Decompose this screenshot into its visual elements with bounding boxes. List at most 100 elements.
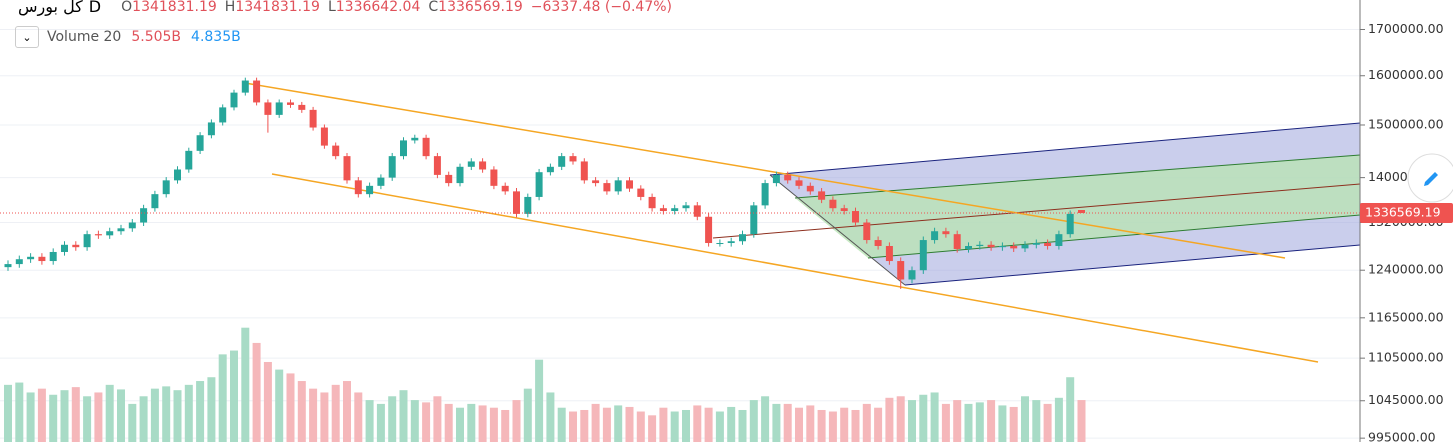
candle-body — [671, 208, 679, 212]
pitchfork-green-lower — [867, 214, 1361, 259]
volume-bar — [128, 403, 137, 442]
ohlc-key: O — [121, 0, 133, 15]
candle-body — [829, 199, 837, 209]
interval: D — [88, 0, 102, 16]
candle-body — [513, 191, 520, 214]
volume-bar — [343, 381, 351, 442]
candle-body — [1066, 213, 1074, 235]
volume-bar — [840, 407, 849, 442]
volume-bar — [1054, 397, 1063, 442]
volume-bar — [60, 390, 69, 442]
volume-bar — [817, 409, 826, 442]
volume-bar — [862, 403, 871, 442]
volume-bar — [252, 342, 261, 442]
candle-body — [908, 270, 916, 280]
volume-bar — [399, 390, 408, 442]
volume-bar — [241, 327, 250, 442]
candle-body — [185, 150, 193, 170]
volume-bar — [4, 384, 12, 442]
candle-body — [863, 222, 871, 241]
candle-body — [241, 80, 249, 93]
volume-legend: ⌄ Volume 20 5.505B 4.835B — [15, 26, 241, 48]
candle-body — [761, 183, 769, 206]
candle-body — [287, 102, 294, 105]
volume-bar — [433, 396, 442, 442]
volume-bar — [26, 392, 35, 442]
candle-body — [456, 166, 464, 184]
candle-body — [264, 102, 272, 115]
candle-body — [298, 104, 306, 110]
volume-bar — [614, 405, 623, 442]
volume-ma: 4.835B — [191, 29, 241, 45]
y-tick-label: 1700000.00 — [1368, 21, 1444, 36]
volume-bar — [535, 359, 544, 442]
candle-body — [535, 172, 543, 197]
volume-bar — [320, 392, 329, 442]
volume-bar — [501, 409, 510, 442]
candle-body — [693, 205, 701, 217]
candle-body — [230, 92, 238, 108]
candle-body — [818, 191, 826, 200]
last-price-box — [1360, 202, 1453, 223]
candle-body — [682, 205, 690, 209]
volume-bar — [37, 388, 46, 442]
candle-body — [942, 231, 950, 235]
y-tick-label: 1105000.00 — [1368, 350, 1444, 365]
volume-bar — [874, 407, 883, 442]
volume-bar — [987, 400, 996, 442]
volume-bar — [851, 409, 860, 442]
volume-bar — [715, 411, 724, 442]
collapse-button[interactable]: ⌄ — [15, 26, 39, 48]
candle-body — [83, 234, 91, 248]
candle-body — [479, 161, 487, 170]
candle-body — [275, 102, 283, 115]
candle-body — [739, 234, 746, 242]
volume-bar — [354, 392, 363, 442]
candle-layer — [0, 77, 1360, 289]
candle-body — [61, 244, 68, 252]
volume-bar — [761, 396, 770, 442]
volume-bar — [15, 382, 24, 442]
candle-body — [422, 137, 430, 157]
candle-body — [400, 140, 407, 157]
volume-bar — [636, 411, 645, 442]
volume-bar — [456, 407, 464, 442]
y-tick-label: 1500000.00 — [1368, 116, 1444, 131]
volume-bar — [1009, 406, 1018, 442]
volume-bar — [512, 400, 521, 442]
candle-body — [580, 161, 588, 181]
volume-bar — [297, 381, 306, 442]
ohlc-value: 1336569.19 — [438, 0, 523, 15]
volume-bar — [659, 407, 668, 442]
ohlc-value: 1336642.04 — [335, 0, 421, 15]
volume-bar — [105, 384, 114, 442]
volume-bar — [388, 396, 397, 442]
candle-body — [705, 216, 713, 244]
ohlc-key: C — [428, 0, 439, 15]
symbol: کل بورس — [18, 0, 83, 16]
candle-body — [196, 135, 204, 151]
candle-body — [332, 145, 340, 157]
candle-body — [1055, 234, 1063, 246]
candle-body — [38, 256, 46, 262]
volume-bar — [478, 405, 487, 442]
volume-bar — [444, 403, 453, 442]
volume-bar — [908, 400, 916, 442]
volume-bar — [286, 373, 295, 442]
volume-bar — [422, 402, 431, 442]
change: −6337.48 (−0.47%) — [530, 0, 672, 15]
candle-body — [840, 208, 848, 212]
candle-body — [388, 156, 396, 178]
volume-bar — [998, 405, 1007, 442]
volume-bar — [94, 392, 103, 442]
candle-body — [795, 180, 803, 186]
volume-value: 5.505B — [131, 29, 182, 45]
volume-bar — [557, 407, 566, 442]
volume-bar — [523, 388, 532, 442]
volume-bar — [896, 396, 905, 442]
volume-bar — [795, 407, 803, 442]
volume-bar — [738, 409, 747, 442]
volume-label: Volume 20 — [47, 29, 122, 45]
volume-bar — [1032, 400, 1041, 442]
